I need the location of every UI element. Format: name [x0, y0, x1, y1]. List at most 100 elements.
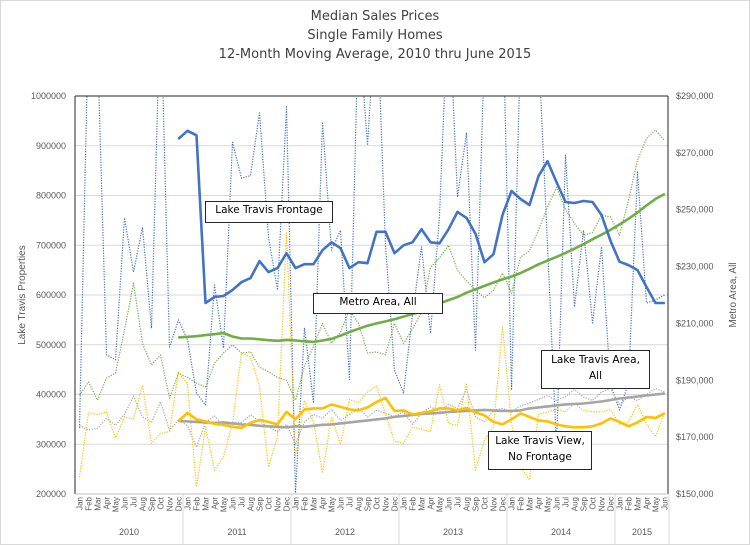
- data-point-frontage_ma: [438, 242, 441, 245]
- data-point-view_ma: [213, 423, 216, 425]
- data-point-frontage_ma: [321, 249, 324, 251]
- data-point-metro_ma: [204, 334, 207, 336]
- data-point-view_ma: [393, 410, 396, 412]
- x-month-label: Oct: [481, 496, 490, 509]
- data-point-area_ma: [609, 399, 612, 401]
- y-left-tick-label: 900000: [36, 141, 66, 151]
- data-point-frontage_monthly: [88, 21, 90, 23]
- series-group: [78, 21, 666, 494]
- data-point-view_ma: [330, 403, 333, 406]
- x-month-label: May: [112, 497, 121, 512]
- data-point-view_ma: [411, 413, 414, 416]
- x-month-label: Jan: [292, 497, 301, 510]
- data-point-area_ma: [564, 403, 567, 406]
- data-point-area_ma: [573, 403, 576, 405]
- data-point-area_ma: [501, 410, 504, 412]
- x-month-label: Mar: [202, 497, 211, 511]
- x-month-label: Jan: [184, 497, 193, 510]
- data-point-frontage_ma: [591, 201, 594, 203]
- data-point-view_ma: [195, 418, 198, 421]
- data-point-view_ma: [249, 422, 252, 424]
- data-point-frontage_ma: [474, 233, 477, 235]
- data-point-metro_ma: [384, 320, 387, 323]
- data-point-metro_ma: [474, 288, 477, 291]
- x-month-label: Jan: [508, 497, 517, 510]
- data-point-view_ma: [276, 423, 279, 426]
- data-point-frontage_ma: [303, 263, 306, 266]
- data-point-metro_ma: [636, 211, 639, 214]
- data-point-metro_ma: [456, 296, 459, 298]
- x-month-label: Apr: [643, 497, 652, 510]
- y-left-axis-label: Lake Travis Properties: [17, 245, 28, 345]
- data-point-frontage_ma: [519, 198, 522, 200]
- data-point-frontage_ma: [465, 217, 468, 219]
- x-month-label: Sep: [580, 496, 589, 511]
- data-point-view_ma: [177, 420, 180, 422]
- x-month-label: Oct: [265, 496, 274, 509]
- y-right-tick-label: $230,000: [676, 262, 714, 272]
- data-point-view_ma: [528, 416, 531, 418]
- data-point-area_ma: [645, 394, 648, 397]
- data-point-view_ma: [591, 425, 594, 428]
- data-point-area_ma: [429, 412, 432, 415]
- data-point-area_ma: [465, 410, 468, 412]
- x-month-label: Jun: [121, 497, 130, 510]
- x-month-label: Jul: [454, 497, 463, 507]
- x-year-label: 2012: [335, 527, 355, 537]
- data-point-view_ma: [186, 412, 189, 414]
- data-point-area_ma: [555, 404, 558, 407]
- data-point-view_ma: [537, 419, 540, 422]
- x-month-label: Jun: [661, 497, 670, 510]
- data-point-metro_ma: [591, 238, 594, 241]
- data-point-view_ma: [510, 418, 513, 421]
- data-point-area_ma: [654, 393, 657, 396]
- data-point-view_ma: [645, 416, 648, 418]
- x-month-label: Aug: [463, 497, 472, 511]
- data-point-frontage_ma: [393, 252, 396, 254]
- x-month-label: Feb: [193, 496, 202, 510]
- data-point-metro_ma: [663, 193, 666, 195]
- x-month-label: Jul: [130, 497, 139, 507]
- x-month-label: Jul: [562, 497, 571, 507]
- data-point-area_ma: [375, 418, 378, 421]
- data-point-metro_ma: [654, 198, 657, 200]
- data-point-area_ma: [195, 421, 198, 423]
- data-point-area_ma: [186, 420, 189, 423]
- data-point-frontage_ma: [267, 271, 270, 273]
- data-point-metro_ma: [465, 291, 468, 294]
- data-point-view_ma: [564, 425, 567, 428]
- data-point-view_ma: [456, 409, 459, 412]
- x-month-label: Jan: [400, 497, 409, 510]
- x-year-label: 2015: [632, 527, 652, 537]
- data-point-frontage_ma: [564, 201, 567, 203]
- data-point-metro_ma: [645, 204, 648, 207]
- data-point-area_ma: [366, 419, 369, 422]
- x-month-label: Sep: [256, 496, 265, 511]
- data-point-area_ma: [222, 421, 225, 424]
- data-point-metro_ma: [267, 339, 270, 342]
- series-line-frontage_monthly: [78, 96, 665, 494]
- x-month-label: Aug: [355, 497, 364, 511]
- data-point-frontage_ma: [501, 214, 504, 216]
- data-point-frontage_monthly: [493, 21, 495, 23]
- data-point-view_ma: [294, 418, 297, 421]
- x-month-label: Mar: [94, 497, 103, 511]
- data-point-metro_ma: [231, 335, 234, 338]
- data-point-metro_ma: [177, 336, 180, 339]
- x-month-label: Mar: [526, 497, 535, 511]
- x-month-label: Jan: [616, 497, 625, 510]
- data-point-area_ma: [276, 426, 279, 428]
- data-point-frontage_ma: [366, 262, 369, 265]
- data-point-frontage_ma: [294, 267, 297, 269]
- data-point-frontage_ma: [645, 286, 648, 288]
- data-point-frontage_ma: [276, 267, 279, 269]
- data-point-frontage_ma: [222, 295, 225, 297]
- data-point-view_ma: [348, 408, 351, 411]
- data-point-frontage_ma: [609, 240, 612, 242]
- x-month-label: Feb: [625, 496, 634, 510]
- data-point-frontage_ma: [249, 277, 252, 279]
- data-point-view_ma: [303, 408, 306, 411]
- y-left-tick-label: 800000: [36, 191, 66, 201]
- y-left-tick-label: 300000: [36, 439, 66, 449]
